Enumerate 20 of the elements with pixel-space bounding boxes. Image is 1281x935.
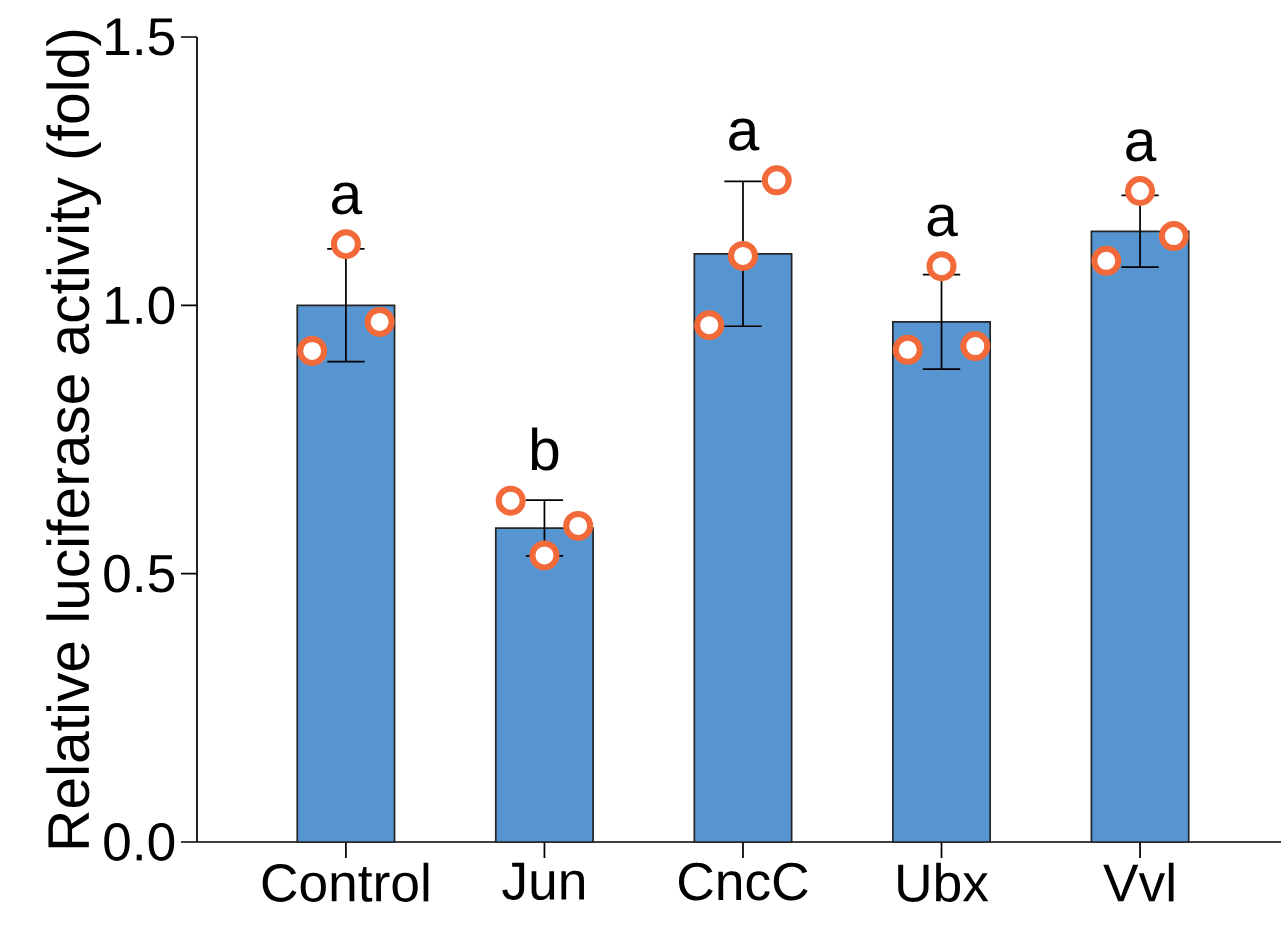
y-axis-title: Relative luciferase activity (fold) — [46, 30, 101, 848]
bar — [693, 252, 793, 843]
y-tick-label: 1.0 — [106, 286, 175, 325]
annotation: a — [332, 182, 363, 215]
x-tick-label: Ubx — [898, 862, 989, 902]
x-tick-label: Jun — [502, 862, 584, 900]
annotation: a — [729, 118, 760, 151]
y-tick-label: 0.5 — [104, 554, 175, 593]
bar — [494, 527, 594, 843]
x-tick-label: CncC — [679, 862, 808, 901]
annotation: a — [1126, 129, 1157, 162]
annotation: a — [927, 204, 958, 237]
annotation: b — [531, 427, 559, 471]
bar — [296, 304, 396, 843]
y-tick-label: 0.0 — [104, 823, 175, 861]
y-tick-label: 1.5 — [106, 18, 175, 56]
bar — [1090, 230, 1190, 843]
x-tick-label: Vvl — [1103, 862, 1174, 902]
x-tick-label: Control — [262, 862, 429, 902]
bar — [892, 321, 992, 843]
